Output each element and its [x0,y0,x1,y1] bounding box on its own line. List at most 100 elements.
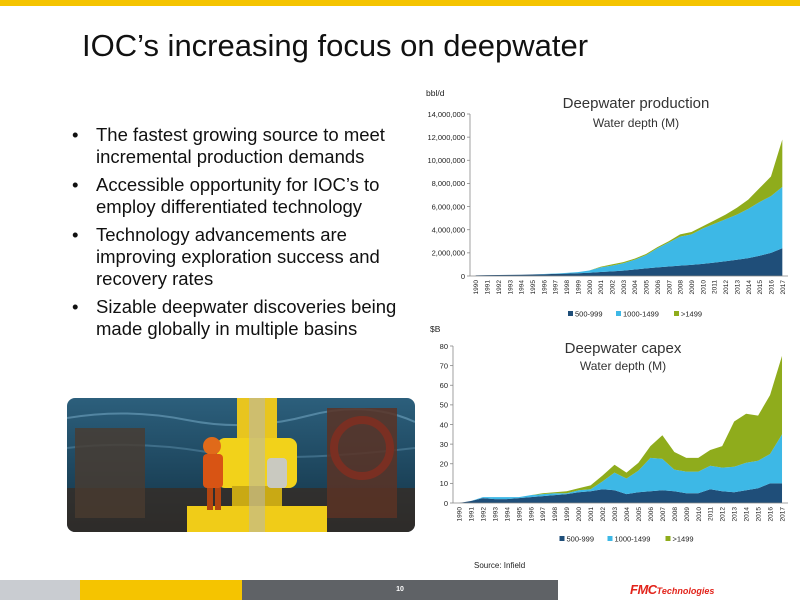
x-tick-label: 2005 [636,507,643,522]
x-tick-label: 1993 [492,507,499,522]
bullet-item: The fastest growing source to meet incre… [70,124,415,168]
x-tick-label: 2004 [624,507,631,522]
legend-swatch-0 [559,536,565,541]
x-tick-label: 2016 [768,507,775,522]
x-tick-label: 2012 [720,507,727,522]
legend-swatch-2 [665,536,671,541]
legend-swatch-1 [607,536,613,541]
series-area-0 [475,248,783,276]
x-tick-label: 1995 [516,507,523,522]
legend-label-1: 1000-1499 [615,535,651,544]
x-tick-label: 2017 [780,507,787,522]
chart-subtitle: Water depth (M) [580,359,666,373]
x-tick-label: 2000 [587,280,594,295]
y-tick-label: 70 [440,361,448,370]
footer-bar-left [0,580,80,600]
y-tick-label: 8,000,000 [432,179,465,188]
series-area-0 [458,483,783,503]
footer-bar-accent [80,580,242,600]
legend-label-0: 500-999 [567,535,595,544]
footer-bar-center [242,580,558,600]
y-tick-label: 40 [440,420,448,429]
x-tick-label: 2008 [678,280,685,295]
x-tick-label: 1991 [485,280,492,295]
x-tick-label: 1996 [528,507,535,522]
y-tick-label: 20 [440,460,448,469]
y-axis-label: $B [430,324,441,334]
x-tick-label: 2007 [666,280,673,295]
x-tick-label: 2011 [708,507,715,521]
x-tick-label: 1993 [507,280,514,295]
bullet-item: Technology advancements are improving ex… [70,224,415,290]
x-tick-label: 2012 [723,280,730,295]
x-tick-label: 2015 [756,507,763,522]
x-tick-label: 2001 [598,280,605,295]
y-tick-label: 14,000,000 [427,110,465,119]
top-accent-bar [0,0,800,6]
x-tick-label: 1990 [456,507,463,522]
x-tick-label: 2006 [655,280,662,295]
x-tick-label: 1991 [468,507,475,522]
x-tick-label: 1998 [564,280,571,295]
x-tick-label: 1994 [504,507,511,522]
chart-subtitle: Water depth (M) [593,116,679,130]
x-tick-label: 2015 [757,280,764,295]
x-tick-label: 2003 [612,507,619,522]
series-area-1 [458,434,783,503]
y-tick-label: 4,000,000 [432,226,465,235]
x-tick-label: 1995 [530,280,537,295]
bullet-item: Sizable deepwater discoveries being made… [70,296,415,340]
y-tick-label: 30 [440,440,448,449]
x-tick-label: 1999 [575,280,582,295]
x-tick-label: 1998 [552,507,559,522]
x-tick-label: 2006 [648,507,655,522]
legend-label-2: >1499 [681,310,702,319]
y-tick-label: 10 [440,479,448,488]
y-tick-label: 60 [440,381,448,390]
logo-mark: FMC [630,582,657,597]
x-tick-label: 2013 [732,507,739,522]
x-tick-label: 1996 [541,280,548,295]
x-tick-label: 2011 [712,280,719,294]
x-tick-label: 2014 [746,280,753,295]
deepwater-production-svg: bbl/d Deepwater production Water depth (… [426,88,788,319]
x-tick-label: 2013 [734,280,741,295]
x-tick-label: 1992 [496,280,503,295]
offshore-rig-photo [67,398,415,532]
x-tick-label: 2016 [768,280,775,295]
x-tick-label: 2002 [609,280,616,295]
plot-area: 0 10 20 30 40 50 60 70 80 1990 1991 1992 1993 1994 199… [440,342,788,544]
y-tick-label: 6,000,000 [432,202,465,211]
fmc-technologies-logo: FMCTechnologies [630,581,714,597]
x-tick-label: 2003 [621,280,628,295]
deepwater-production-chart: bbl/d Deepwater production Water depth (… [420,84,800,334]
x-tick-label: 1994 [519,280,526,295]
y-tick-label: 0 [444,499,448,508]
y-axis-label: bbl/d [426,88,445,98]
bullet-list: The fastest growing source to meet incre… [70,124,415,346]
legend-label-1: 1000-1499 [623,310,659,319]
y-tick-label: 50 [440,401,448,410]
chart-title: Deepwater production [563,95,710,112]
source-note: Source: Infield [474,561,526,570]
x-tick-label: 2004 [632,280,639,295]
y-tick-label: 12,000,000 [427,133,465,142]
x-tick-label: 1990 [473,280,480,295]
x-tick-label: 2010 [700,280,707,295]
x-tick-label: 1997 [553,280,560,295]
legend-label-2: >1499 [673,535,694,544]
logo-wordmark: Technologies [656,586,715,596]
plot-area: 0 2,000,000 4,000,000 6,000,000 8,000,000 10,… [427,110,788,319]
series-area-1 [475,186,783,276]
bullet-item: Accessible opportunity for IOC’s to empl… [70,174,415,218]
deepwater-capex-svg: $B Deepwater capex Water depth (M) 0 10 20… [430,324,788,544]
x-tick-label: 1997 [540,507,547,522]
y-tick-label: 10,000,000 [427,156,465,165]
y-tick-label: 80 [440,342,448,351]
y-tick-label: 0 [461,272,465,281]
x-tick-label: 2002 [600,507,607,522]
x-tick-label: 2008 [672,507,679,522]
legend-swatch-2 [674,311,679,316]
x-tick-label: 2009 [689,280,696,295]
x-tick-label: 2007 [660,507,667,522]
